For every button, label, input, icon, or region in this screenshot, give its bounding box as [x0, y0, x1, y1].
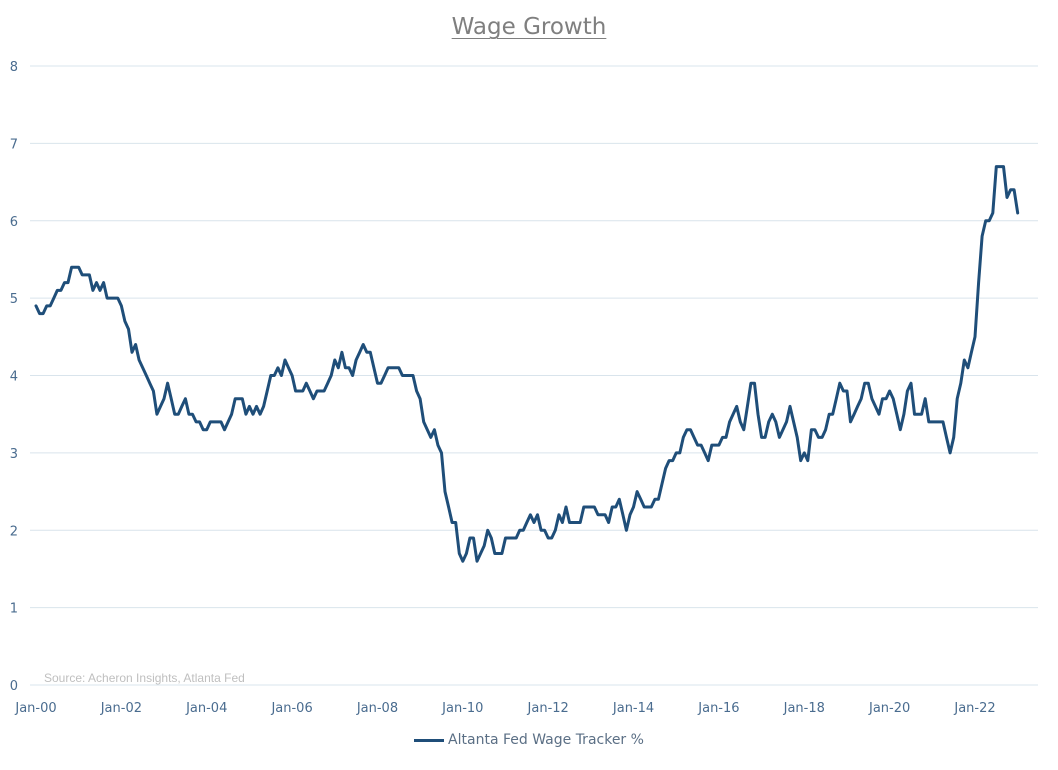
y-tick-label: 1 [10, 602, 18, 617]
x-tick-label: Jan-00 [14, 701, 56, 716]
y-tick-label: 0 [10, 679, 18, 694]
x-axis-ticks: Jan-00 Jan-02 Jan-04 Jan-06 Jan-08 Jan-10 Jan-… [14, 701, 995, 716]
x-tick-label: Jan-08 [356, 701, 398, 716]
y-tick-label: 3 [10, 447, 18, 462]
legend: Altanta Fed Wage Tracker % [0, 732, 1058, 748]
y-axis-ticks: 0 1 2 3 4 5 6 7 8 [10, 60, 18, 694]
y-tick-label: 2 [10, 524, 18, 539]
source-note: Source: Acheron Insights, Atlanta Fed [44, 671, 245, 685]
y-tick-label: 6 [10, 215, 18, 230]
legend-label: Altanta Fed Wage Tracker % [448, 732, 644, 748]
x-tick-label: Jan-04 [185, 701, 227, 716]
chart-title: Wage Growth [451, 14, 607, 40]
y-tick-label: 8 [10, 60, 18, 75]
y-tick-label: 4 [10, 370, 18, 385]
series-line-wage-tracker [34, 165, 1020, 563]
x-tick-label: Jan-14 [612, 701, 654, 716]
y-tick-label: 5 [10, 292, 18, 307]
x-tick-label: Jan-10 [441, 701, 483, 716]
x-tick-label: Jan-18 [783, 701, 825, 716]
gridlines [30, 65, 1038, 609]
x-tick-label: Jan-22 [953, 701, 995, 716]
x-tick-label: Jan-06 [270, 701, 312, 716]
x-tick-label: Jan-12 [527, 701, 569, 716]
legend-swatch [414, 738, 445, 742]
x-tick-label: Jan-20 [868, 701, 910, 716]
y-tick-label: 7 [10, 137, 18, 152]
x-tick-label: Jan-16 [697, 701, 739, 716]
x-tick-label: Jan-02 [100, 701, 142, 716]
